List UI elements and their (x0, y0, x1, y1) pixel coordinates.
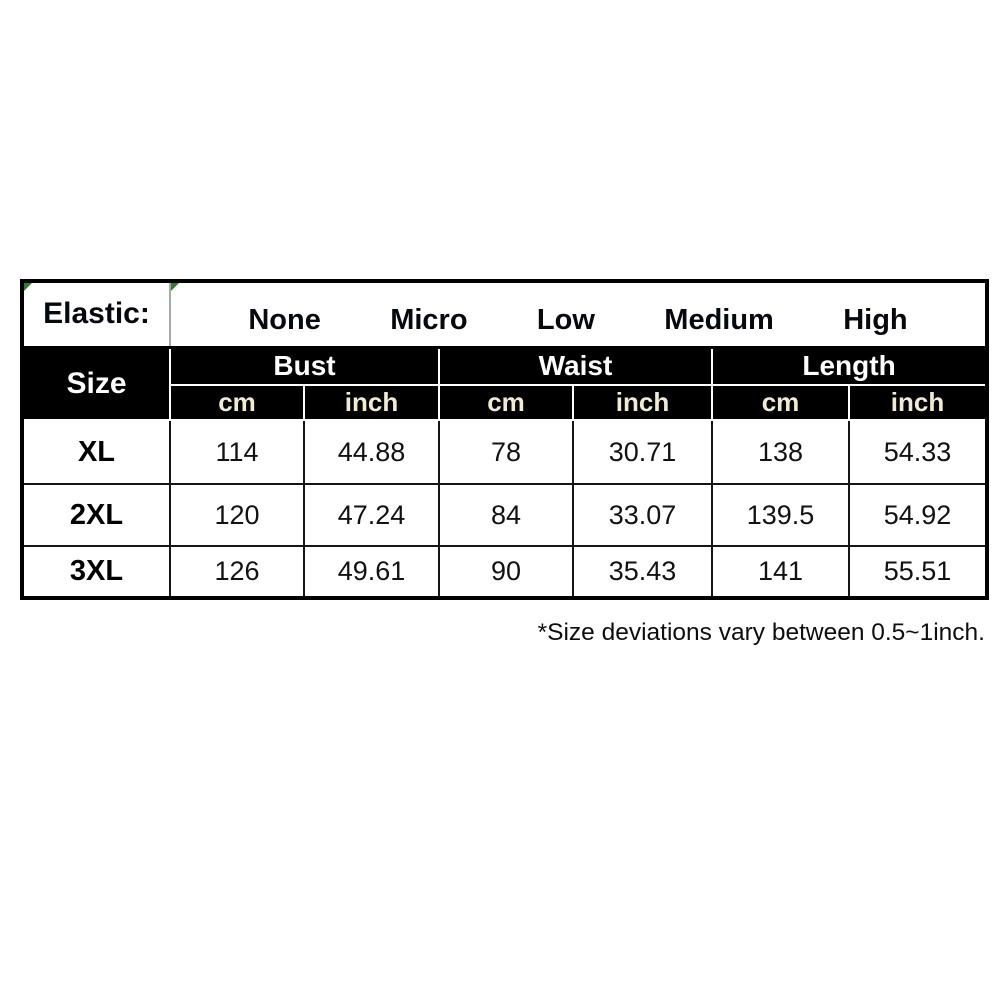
table-row-3xl: 3XL 126 49.61 90 35.43 141 55.51 (21, 545, 989, 599)
measurement-cell: 84 (438, 483, 574, 547)
measurement-cell: 35.43 (572, 545, 713, 599)
unit-header-length-cm: cm (711, 384, 850, 421)
elastic-options-cell: None Micro Low Medium High (170, 281, 988, 349)
group-header-length: Length (710, 346, 989, 386)
size-chart-table: Elastic: None Micro Low Medium High Size… (20, 279, 990, 600)
green-corner-marker-icon (171, 283, 179, 291)
size-label-cell: XL (21, 419, 171, 485)
elastic-option-micro: Micro (390, 303, 468, 336)
elastic-option-medium: Medium (664, 303, 774, 336)
measurement-cell: 120 (169, 483, 305, 547)
elastic-row: Elastic: None Micro Low Medium High (22, 281, 988, 349)
group-header-bust: Bust (169, 346, 440, 386)
green-corner-marker-icon (24, 283, 32, 291)
measurement-cell: 139.5 (711, 483, 850, 547)
measurement-cell: 44.88 (303, 419, 440, 485)
measurement-cell: 114 (169, 419, 305, 485)
elastic-option-high: High (843, 303, 908, 336)
unit-header-waist-inch: inch (572, 384, 713, 421)
measurement-cell: 141 (711, 545, 850, 599)
size-chart-table-wrap: Elastic: None Micro Low Medium High Size… (20, 279, 990, 600)
measure-group-header-row: Size Bust Waist Length (21, 346, 989, 421)
elastic-label: Elastic: (43, 297, 150, 331)
elastic-option-low: Low (536, 303, 595, 336)
measurement-cell: 138 (711, 419, 850, 485)
measurement-cell: 90 (438, 545, 574, 599)
table-row-2xl: 2XL 120 47.24 84 33.07 139.5 54.92 (21, 483, 989, 547)
unit-header-bust-inch: inch (303, 384, 440, 421)
elastic-options-list: None Micro Low Medium High (171, 304, 985, 346)
measurement-cell: 54.92 (847, 483, 989, 547)
measurement-cell: 54.33 (847, 419, 989, 485)
measurement-cell: 33.07 (572, 483, 713, 547)
size-deviation-footnote: *Size deviations vary between 0.5~1inch. (537, 619, 985, 646)
measurement-cell: 30.71 (572, 419, 713, 485)
unit-header-length-inch: inch (847, 384, 989, 421)
measurement-cell: 126 (169, 545, 305, 599)
size-label-cell: 2XL (21, 483, 171, 547)
size-label-cell: 3XL (21, 545, 171, 599)
unit-header-row: cm inch cm inch cm inch (22, 384, 989, 421)
elastic-label-cell: Elastic: (22, 281, 171, 349)
measurement-cell: 55.51 (847, 545, 989, 599)
measurement-cell: 78 (438, 419, 574, 485)
group-header-waist: Waist (438, 346, 713, 386)
elastic-option-none: None (248, 303, 321, 336)
unit-header-bust-cm: cm (169, 384, 305, 421)
unit-header-waist-cm: cm (438, 384, 574, 421)
measurement-cell: 49.61 (303, 545, 440, 599)
size-corner-header: Size (21, 346, 171, 421)
measurement-cell: 47.24 (303, 483, 440, 547)
table-row-xl: XL 114 44.88 78 30.71 138 54.33 (21, 419, 989, 485)
